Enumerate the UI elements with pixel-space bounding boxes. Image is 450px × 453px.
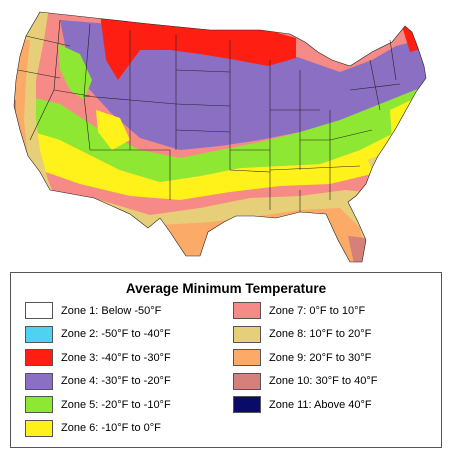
zone-10-label: Zone 10: 30°F to 40°F bbox=[269, 375, 378, 387]
zone-3-region bbox=[100, 14, 296, 80]
legend-item-zone-6: Zone 6: -10°F to 0°F bbox=[25, 417, 171, 440]
legend-item-zone-10: Zone 10: 30°F to 40°F bbox=[233, 370, 377, 393]
legend-item-zone-11: Zone 11: Above 40°F bbox=[233, 393, 377, 416]
zone-7-label: Zone 7: 0°F to 10°F bbox=[269, 304, 366, 317]
zone-1-swatch bbox=[25, 302, 53, 319]
usda-hardiness-zone-map bbox=[13, 11, 427, 263]
zone-9-label: Zone 9: 20°F to 30°F bbox=[269, 351, 372, 364]
zone-6-west bbox=[96, 110, 130, 150]
zone-7-swatch bbox=[233, 302, 261, 319]
zone-11-label: Zone 11: Above 40°F bbox=[269, 398, 372, 411]
zone-5-west bbox=[58, 44, 92, 100]
zone-2-label: Zone 2: -50°F to -40°F bbox=[61, 328, 171, 340]
zone-9-west-coast bbox=[14, 40, 40, 200]
legend-item-zone-3: Zone 3: -40°F to -30°F bbox=[25, 346, 171, 369]
zone-4-region bbox=[60, 20, 426, 150]
legend-item-zone-2: Zone 2: -50°F to -40°F bbox=[25, 323, 171, 346]
legend-title: Average Minimum Temperature bbox=[125, 281, 327, 296]
legend-item-zone-7: Zone 7: 0°F to 10°F bbox=[233, 299, 377, 322]
legend-item-zone-1: Zone 1: Below -50°F bbox=[25, 299, 171, 322]
legend: Average Minimum Temperature Zone 1: Belo… bbox=[10, 272, 442, 448]
legend-column-left: Zone 1: Below -50°F Zone 2: -50°F to -40… bbox=[25, 299, 171, 440]
legend-column-right: Zone 7: 0°F to 10°F Zone 8: 10°F to 20°F… bbox=[233, 299, 377, 417]
zone-5-label: Zone 5: -20°F to -10°F bbox=[61, 398, 171, 411]
zone-4-label: Zone 4: -30°F to -20°F bbox=[61, 375, 171, 387]
zone-3-swatch bbox=[25, 349, 53, 366]
zone-5-swatch bbox=[25, 396, 53, 413]
zone-6-label: Zone 6: -10°F to 0°F bbox=[61, 422, 161, 434]
zone-6-region bbox=[14, 108, 426, 200]
zone-4-swatch bbox=[25, 372, 53, 390]
zone-11-swatch bbox=[233, 396, 261, 413]
zone-8-west-coast bbox=[14, 12, 56, 200]
zone-8-label: Zone 8: 10°F to 20°F bbox=[269, 328, 372, 340]
zone-5-region bbox=[14, 78, 426, 182]
zone-1-label: Zone 1: Below -50°F bbox=[61, 304, 162, 317]
zone-10-swatch bbox=[233, 372, 261, 390]
zone-3-label: Zone 3: -40°F to -30°F bbox=[61, 351, 171, 364]
zone-8-swatch bbox=[233, 325, 261, 343]
state-borders bbox=[13, 11, 427, 263]
zone-2-swatch bbox=[25, 325, 53, 343]
legend-item-zone-9: Zone 9: 20°F to 30°F bbox=[233, 346, 377, 369]
legend-item-zone-4: Zone 4: -30°F to -20°F bbox=[25, 370, 171, 393]
zone-9-swatch bbox=[233, 349, 261, 366]
legend-item-zone-5: Zone 5: -20°F to -10°F bbox=[25, 393, 171, 416]
legend-item-zone-8: Zone 8: 10°F to 20°F bbox=[233, 323, 377, 346]
zone-6-swatch bbox=[25, 419, 53, 437]
